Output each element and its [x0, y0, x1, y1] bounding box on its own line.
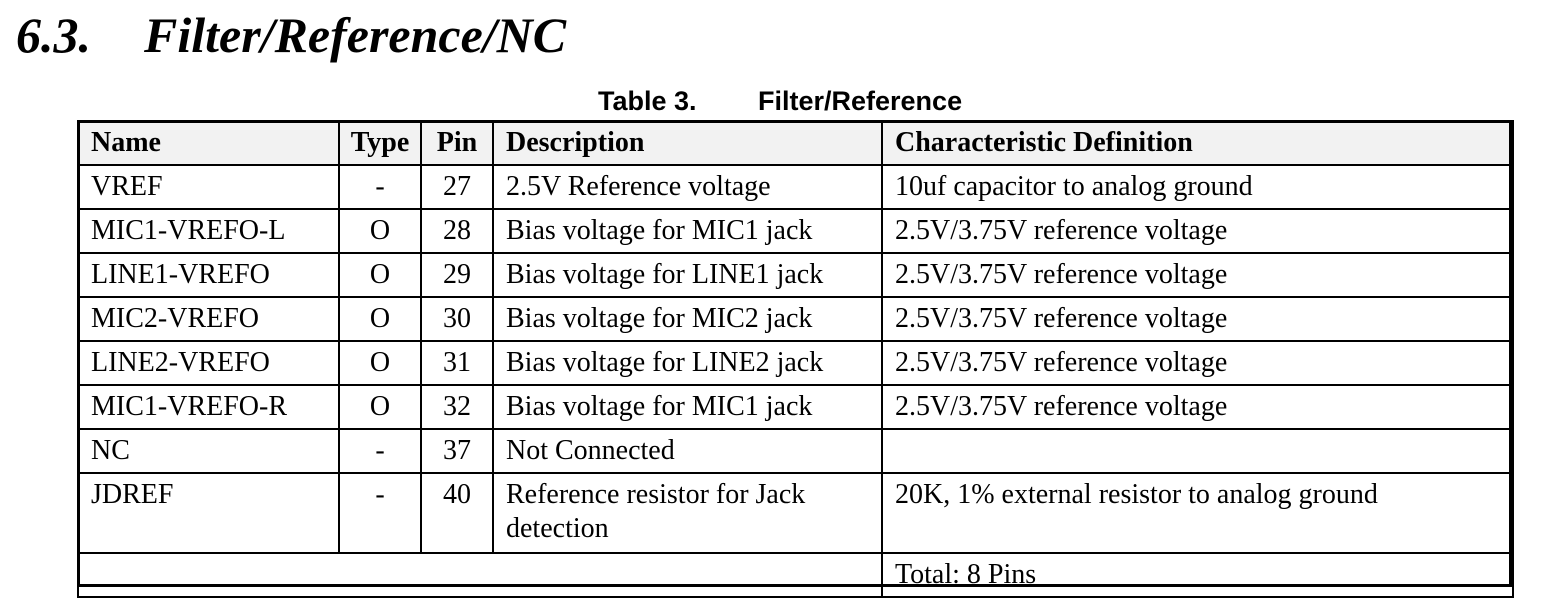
- section-heading: 6.3. Filter/Reference/NC: [16, 4, 566, 66]
- total-pins: Total: 8 Pins: [881, 552, 1514, 598]
- cell-characteristic: 2.5V/3.75V reference voltage: [881, 384, 1514, 430]
- table-row: NC - 37 Not Connected: [77, 428, 1514, 474]
- table-row: LINE1-VREFO O 29 Bias voltage for LINE1 …: [77, 252, 1514, 298]
- cell-type: -: [338, 164, 422, 210]
- cell-pin: 30: [420, 296, 494, 342]
- cell-pin: 27: [420, 164, 494, 210]
- cell-characteristic: [881, 428, 1514, 474]
- cell-characteristic: 2.5V/3.75V reference voltage: [881, 208, 1514, 254]
- table-caption: Table 3. Filter/Reference: [598, 84, 962, 118]
- cell-characteristic: 10uf capacitor to analog ground: [881, 164, 1514, 210]
- table-row: VREF - 27 2.5V Reference voltage 10uf ca…: [77, 164, 1514, 210]
- cell-type: -: [338, 428, 422, 474]
- cell-pin: 31: [420, 340, 494, 386]
- cell-characteristic: 2.5V/3.75V reference voltage: [881, 296, 1514, 342]
- cell-type: O: [338, 340, 422, 386]
- cell-type: -: [338, 472, 422, 554]
- cell-name: MIC2-VREFO: [77, 296, 340, 342]
- table-row: MIC1-VREFO-L O 28 Bias voltage for MIC1 …: [77, 208, 1514, 254]
- header-name: Name: [77, 120, 340, 166]
- table-row: MIC1-VREFO-R O 32 Bias voltage for MIC1 …: [77, 384, 1514, 430]
- cell-type: O: [338, 296, 422, 342]
- cell-description: Not Connected: [492, 428, 883, 474]
- table-total-row: Total: 8 Pins: [77, 552, 1514, 598]
- cell-characteristic: 2.5V/3.75V reference voltage: [881, 252, 1514, 298]
- pin-table: Name Type Pin Description Characteristic…: [77, 120, 1514, 598]
- table-row: JDREF - 40 Reference resistor for Jack d…: [77, 472, 1514, 554]
- cell-name: NC: [77, 428, 340, 474]
- cell-pin: 32: [420, 384, 494, 430]
- cell-description: 2.5V Reference voltage: [492, 164, 883, 210]
- cell-name: MIC1-VREFO-R: [77, 384, 340, 430]
- section-number: 6.3.: [16, 7, 91, 63]
- table-row: LINE2-VREFO O 31 Bias voltage for LINE2 …: [77, 340, 1514, 386]
- total-row-blank-cell: [77, 552, 883, 598]
- cell-description: Reference resistor for Jack detection: [492, 472, 883, 554]
- cell-pin: 37: [420, 428, 494, 474]
- cell-characteristic: 2.5V/3.75V reference voltage: [881, 340, 1514, 386]
- table-caption-title: Filter/Reference: [758, 86, 963, 116]
- cell-description: Bias voltage for MIC1 jack: [492, 208, 883, 254]
- header-characteristic: Characteristic Definition: [881, 120, 1514, 166]
- cell-type: O: [338, 384, 422, 430]
- cell-description: Bias voltage for LINE2 jack: [492, 340, 883, 386]
- cell-characteristic: 20K, 1% external resistor to analog grou…: [881, 472, 1514, 554]
- cell-pin: 29: [420, 252, 494, 298]
- header-type: Type: [338, 120, 422, 166]
- cell-description: Bias voltage for LINE1 jack: [492, 252, 883, 298]
- cell-name: LINE1-VREFO: [77, 252, 340, 298]
- cell-pin: 28: [420, 208, 494, 254]
- cell-description: Bias voltage for MIC2 jack: [492, 296, 883, 342]
- header-pin: Pin: [420, 120, 494, 166]
- cell-name: VREF: [77, 164, 340, 210]
- header-description: Description: [492, 120, 883, 166]
- cell-name: LINE2-VREFO: [77, 340, 340, 386]
- table-caption-number: Table 3.: [598, 86, 697, 116]
- table-header-row: Name Type Pin Description Characteristic…: [77, 120, 1514, 166]
- table-row: MIC2-VREFO O 30 Bias voltage for MIC2 ja…: [77, 296, 1514, 342]
- cell-name: MIC1-VREFO-L: [77, 208, 340, 254]
- cell-type: O: [338, 252, 422, 298]
- section-title: Filter/Reference/NC: [144, 7, 567, 63]
- cell-description: Bias voltage for MIC1 jack: [492, 384, 883, 430]
- cell-name: JDREF: [77, 472, 340, 554]
- cell-type: O: [338, 208, 422, 254]
- cell-pin: 40: [420, 472, 494, 554]
